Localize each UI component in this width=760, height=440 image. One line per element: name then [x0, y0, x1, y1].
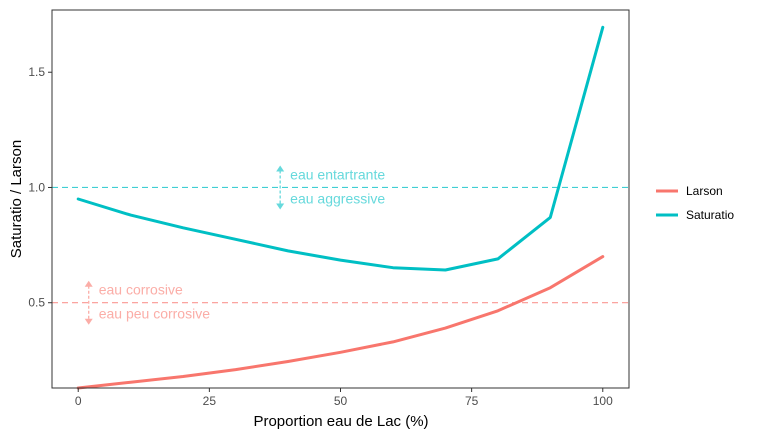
y-axis-title: Saturatio / Larson — [8, 140, 25, 258]
legend: Larson Saturatio — [656, 184, 734, 222]
x-axis-title: Proportion eau de Lac (%) — [253, 413, 428, 430]
y-tick-label: 0.5 — [28, 296, 45, 310]
arrow-down-icon — [84, 318, 93, 325]
plot-background — [52, 10, 629, 388]
arrow-up-icon — [276, 165, 285, 172]
annotation-label-below: eau aggressive — [290, 190, 385, 206]
x-tick-label: 25 — [203, 394, 217, 408]
y-tick-label: 1.0 — [28, 180, 45, 194]
x-tick-label: 75 — [465, 394, 479, 408]
legend-label-saturatio: Saturatio — [686, 208, 734, 222]
legend-label-larson: Larson — [686, 184, 723, 198]
y-tick-label: 1.5 — [28, 65, 45, 79]
x-tick-label: 50 — [334, 394, 348, 408]
series-line-saturatio — [76, 25, 605, 272]
arrow-down-icon — [276, 203, 285, 210]
x-tick-label: 0 — [75, 394, 82, 408]
annotation-label-above: eau corrosive — [99, 282, 183, 298]
series-line-larson — [76, 255, 605, 390]
annotation-label-below: eau peu corrosive — [99, 306, 211, 322]
arrow-up-icon — [84, 280, 93, 287]
annotation-label-above: eau entartrante — [290, 166, 385, 182]
x-tick-label: 100 — [593, 394, 613, 408]
